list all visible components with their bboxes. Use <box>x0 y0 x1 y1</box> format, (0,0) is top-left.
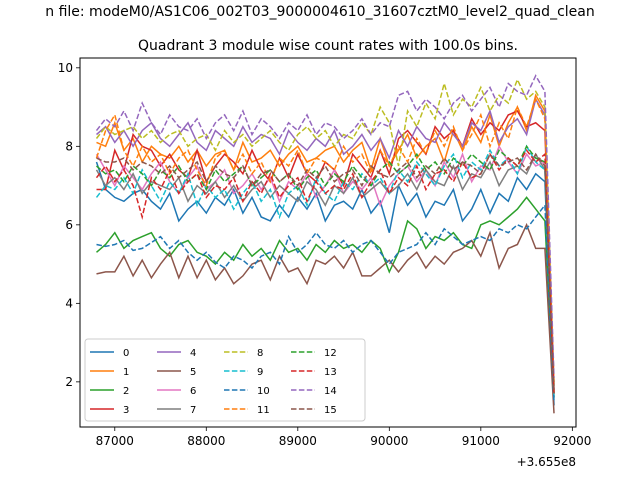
legend-label-2: 2 <box>123 386 129 397</box>
plot-frame <box>79 57 577 428</box>
figure-suptitle: n file: modeM0/AS1C06_002T03_9000004610_… <box>45 4 594 20</box>
series-line-1 <box>96 93 555 394</box>
series-line-11 <box>95 97 555 382</box>
legend-label-1: 1 <box>123 367 129 378</box>
series-line-0 <box>95 161 555 406</box>
legend-label-15: 15 <box>324 405 337 416</box>
series-line-8 <box>95 77 555 386</box>
series-line-10 <box>96 203 555 402</box>
series-line-2 <box>96 196 555 398</box>
legend-label-4: 4 <box>190 348 196 359</box>
x-axis: 87000 88000 89000 90000 91000 92000 <box>96 427 591 448</box>
y-tick-label: 6 <box>65 218 73 232</box>
legend-label-11: 11 <box>257 405 270 416</box>
legend-frame <box>84 338 366 422</box>
series-line-5 <box>96 222 555 414</box>
legend-label-7: 7 <box>190 405 196 416</box>
series-line-4 <box>96 97 555 386</box>
series-line-12 <box>96 144 555 394</box>
x-tick-label: 90000 <box>370 434 408 448</box>
series-line-13 <box>95 148 555 394</box>
series-lines <box>95 74 555 414</box>
x-tick-label: 89000 <box>279 434 317 448</box>
x-tick-label: 87000 <box>96 434 134 448</box>
legend-label-12: 12 <box>324 348 337 359</box>
series-line-14 <box>95 74 555 378</box>
x-tick-label: 88000 <box>187 434 225 448</box>
legend-label-0: 0 <box>123 348 129 359</box>
legend-label-8: 8 <box>257 348 263 359</box>
legend-label-14: 14 <box>324 386 337 397</box>
x-tick-label: 91000 <box>462 434 500 448</box>
y-tick-label: 8 <box>65 139 73 153</box>
series-line-15 <box>96 152 555 394</box>
legend-label-13: 13 <box>324 367 337 378</box>
legend-label-10: 10 <box>257 386 270 397</box>
chart-title: Quadrant 3 module wise count rates with … <box>138 38 518 54</box>
legend-label-9: 9 <box>257 367 263 378</box>
y-tick-label: 4 <box>65 296 73 310</box>
x-tick-label: 92000 <box>553 434 591 448</box>
y-axis: 2 4 6 8 10 <box>58 61 80 389</box>
legend-label-3: 3 <box>123 405 129 416</box>
y-tick-label: 2 <box>65 375 73 389</box>
legend-label-6: 6 <box>190 386 196 397</box>
x-axis-offset-text: +3.655e8 <box>517 455 576 469</box>
legend-label-5: 5 <box>190 367 196 378</box>
y-tick-label: 10 <box>58 61 73 75</box>
